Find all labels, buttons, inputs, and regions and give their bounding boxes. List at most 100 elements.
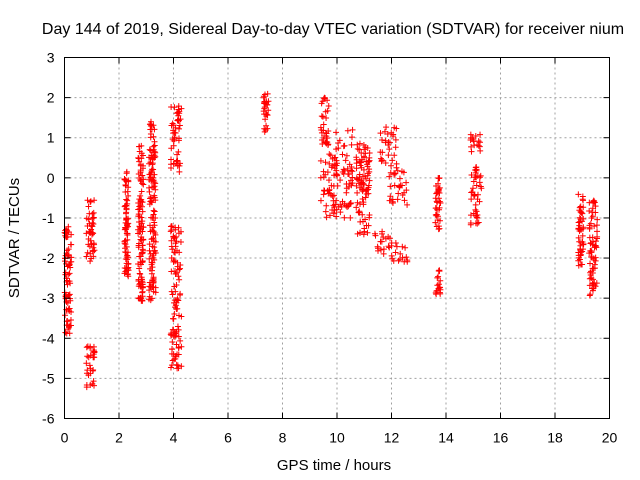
data-point <box>388 239 395 246</box>
data-point <box>148 121 155 128</box>
data-point <box>348 134 355 141</box>
data-point <box>379 137 386 144</box>
data-point <box>67 316 74 323</box>
data-point <box>148 261 155 268</box>
data-point <box>388 162 395 169</box>
data-point <box>362 188 369 195</box>
data-point <box>580 197 587 204</box>
data-point <box>468 196 475 203</box>
data-point <box>437 284 444 291</box>
data-point <box>379 157 386 164</box>
data-point <box>152 238 159 245</box>
data-point <box>589 279 596 286</box>
data-point <box>366 150 373 157</box>
data-point <box>124 221 131 228</box>
data-point <box>319 141 326 148</box>
data-point <box>147 283 154 290</box>
data-point <box>340 166 347 173</box>
data-point <box>330 210 337 217</box>
data-point <box>169 291 176 298</box>
data-point <box>150 211 157 218</box>
data-point <box>349 168 356 175</box>
data-point <box>173 158 180 165</box>
data-point <box>476 179 483 186</box>
data-point <box>87 258 94 265</box>
data-point <box>385 233 392 240</box>
data-point <box>332 154 339 161</box>
data-point <box>434 287 441 294</box>
data-point <box>326 151 333 158</box>
data-point <box>354 145 361 152</box>
data-point <box>361 146 368 153</box>
data-point <box>168 161 175 168</box>
y-tick-label: -2 <box>42 250 55 266</box>
data-point <box>386 139 393 146</box>
data-point <box>359 211 366 218</box>
data-point <box>334 182 341 189</box>
data-point <box>151 171 158 178</box>
data-point <box>85 241 92 248</box>
data-point <box>365 158 372 165</box>
data-point <box>360 199 367 206</box>
data-point <box>171 356 178 363</box>
data-point <box>392 144 399 151</box>
data-point <box>344 171 351 178</box>
data-point <box>148 295 155 302</box>
data-point <box>264 125 271 132</box>
data-point <box>167 331 174 338</box>
data-point <box>360 180 367 187</box>
data-point <box>348 167 355 174</box>
x-tick-label: 2 <box>115 430 123 446</box>
data-point <box>172 130 179 137</box>
data-point <box>140 181 147 188</box>
data-point <box>402 244 409 251</box>
data-point <box>172 271 179 278</box>
data-point <box>174 362 181 369</box>
data-point <box>171 310 178 317</box>
data-point <box>89 219 96 226</box>
data-point <box>64 281 71 288</box>
x-tick-label: 10 <box>329 430 345 446</box>
data-point <box>140 223 147 230</box>
data-point <box>342 157 349 164</box>
data-point <box>333 157 340 164</box>
data-point <box>138 188 145 195</box>
data-point <box>138 250 145 257</box>
y-tick-label: 2 <box>47 90 55 106</box>
data-point <box>147 174 154 181</box>
data-point <box>472 201 479 208</box>
data-point <box>172 124 179 131</box>
data-point <box>590 265 597 272</box>
data-point <box>148 178 155 185</box>
data-point <box>349 180 356 187</box>
data-point <box>173 299 180 306</box>
data-point <box>168 350 175 357</box>
data-point <box>322 159 329 166</box>
data-point <box>357 200 364 207</box>
data-point <box>147 131 154 138</box>
data-point <box>435 273 442 280</box>
data-point <box>353 182 360 189</box>
data-point <box>392 136 399 143</box>
data-point <box>146 201 153 208</box>
data-point <box>66 262 73 269</box>
data-point <box>174 323 181 330</box>
data-point <box>586 207 593 214</box>
data-point <box>139 208 146 215</box>
data-point <box>475 219 482 226</box>
data-point <box>168 227 175 234</box>
data-point <box>579 261 586 268</box>
data-point <box>151 219 158 226</box>
data-point <box>262 116 269 123</box>
data-point <box>477 183 484 190</box>
data-point <box>150 228 157 235</box>
data-point <box>391 182 398 189</box>
data-point <box>434 217 441 224</box>
data-point <box>64 300 71 307</box>
data-point <box>575 252 582 259</box>
data-point <box>150 133 157 140</box>
data-point <box>333 146 340 153</box>
data-point <box>320 168 327 175</box>
data-point <box>346 161 353 168</box>
data-point <box>178 363 185 370</box>
